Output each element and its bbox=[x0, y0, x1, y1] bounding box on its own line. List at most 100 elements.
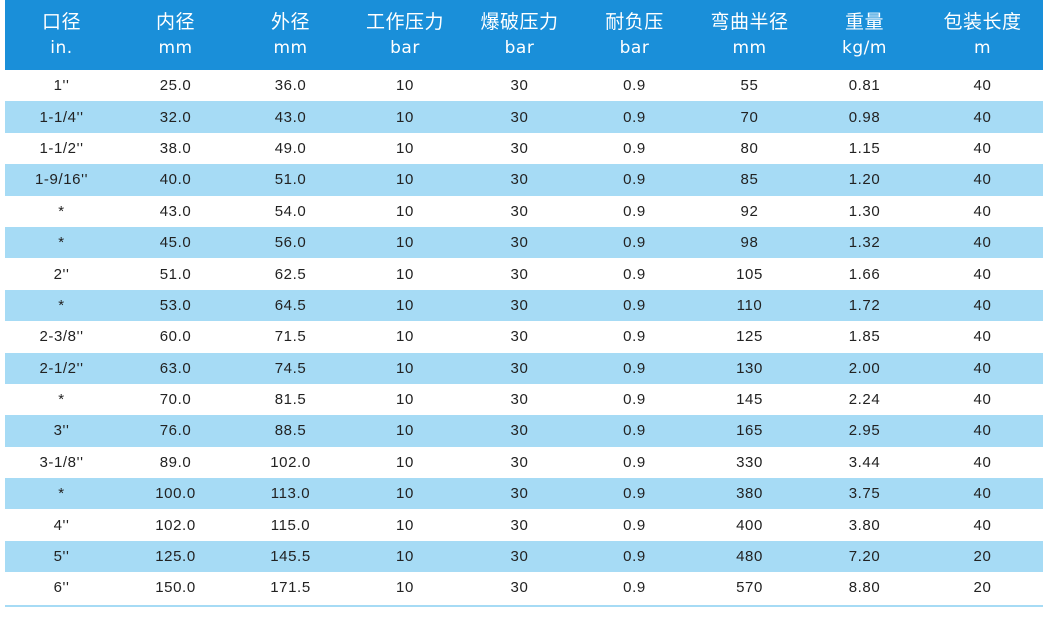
table-cell: 30 bbox=[510, 139, 529, 157]
table-cell: 165 bbox=[736, 422, 763, 440]
table-cell: 1.15 bbox=[848, 139, 881, 157]
table-cell: 40 bbox=[973, 328, 992, 346]
table-cell: 105 bbox=[736, 265, 763, 283]
table-cell: 10 bbox=[396, 422, 414, 440]
table-cell: 64.5 bbox=[274, 296, 307, 314]
table-cell: 30 bbox=[510, 422, 529, 440]
table-cell: 4'' bbox=[53, 516, 70, 534]
header-label: 爆破压力 bbox=[480, 11, 559, 33]
table-cell: 2.24 bbox=[848, 391, 881, 409]
header-label: 外径 bbox=[270, 11, 310, 33]
table-body: 1'' 25.0 36.0 10 30 0.9 55 0.81 40 1-1/4'' 32.0 43.… bbox=[5, 70, 1043, 604]
table-row: 2-1/2'' 63.0 74.5 10 30 0.9 130 2.00 40 bbox=[5, 352, 1043, 384]
header-vacuum: 耐负压 bar bbox=[577, 0, 692, 70]
table-cell: 0.9 bbox=[623, 234, 646, 252]
table-cell: 55 bbox=[740, 77, 759, 95]
table-cell: 0.9 bbox=[623, 296, 646, 314]
header-outer-diameter: 外径 mm bbox=[233, 0, 348, 70]
table-cell: 20 bbox=[973, 548, 992, 566]
table-cell: 115.0 bbox=[270, 516, 311, 534]
table-cell: 1.66 bbox=[848, 265, 881, 283]
table-cell: 30 bbox=[510, 171, 529, 189]
table-cell: 30 bbox=[510, 453, 529, 471]
table-row: * 100.0 113.0 10 30 0.9 380 3.75 40 bbox=[5, 478, 1043, 510]
table-cell: 1.30 bbox=[848, 202, 881, 220]
table-cell: 125 bbox=[736, 328, 763, 346]
table-cell: 10 bbox=[396, 548, 414, 566]
table-cell: 0.9 bbox=[623, 485, 646, 503]
table-cell: 40 bbox=[973, 359, 992, 377]
table-row: * 70.0 81.5 10 30 0.9 145 2.24 40 bbox=[5, 383, 1043, 416]
table-cell: 40 bbox=[973, 171, 992, 189]
table-cell: 1'' bbox=[53, 77, 70, 95]
table-cell: 62.5 bbox=[274, 265, 307, 283]
header-weight: 重量 kg/m bbox=[807, 0, 922, 70]
header-unit: kg/m bbox=[842, 38, 887, 58]
table-cell: 10 bbox=[396, 202, 414, 220]
table-cell: 30 bbox=[510, 265, 529, 283]
table-cell: 130 bbox=[736, 359, 763, 377]
table-cell: 40.0 bbox=[159, 171, 192, 189]
table-cell: 10 bbox=[396, 391, 414, 409]
header-label: 耐负压 bbox=[605, 11, 664, 33]
header-bend-radius: 弯曲半径 mm bbox=[692, 0, 807, 70]
table-cell: 1.32 bbox=[848, 234, 881, 252]
table-cell: 40 bbox=[973, 77, 992, 95]
table-cell: 30 bbox=[510, 328, 529, 346]
table-cell: 70 bbox=[740, 108, 759, 126]
table-cell: 76.0 bbox=[159, 422, 192, 440]
header-unit: mm bbox=[273, 38, 308, 58]
table-cell: 40 bbox=[973, 422, 992, 440]
table-cell: 6'' bbox=[53, 579, 70, 597]
table-cell: 10 bbox=[396, 485, 414, 503]
table-cell: 0.9 bbox=[623, 328, 646, 346]
table-row: 2'' 51.0 62.5 10 30 0.9 105 1.66 40 bbox=[5, 258, 1043, 290]
table-cell: 0.81 bbox=[848, 77, 881, 95]
table-cell: 7.20 bbox=[848, 548, 881, 566]
header-unit: bar bbox=[619, 38, 650, 58]
table-row: 1-1/4'' 32.0 43.0 10 30 0.9 70 0.98 40 bbox=[5, 101, 1043, 133]
header-working-pressure: 工作压力 bar bbox=[348, 0, 462, 70]
table-cell: 2-1/2'' bbox=[39, 359, 84, 377]
table-cell: 171.5 bbox=[270, 579, 311, 597]
table-row: 6'' 150.0 171.5 10 30 0.9 570 8.80 20 bbox=[5, 572, 1043, 604]
table-cell: 60.0 bbox=[159, 328, 192, 346]
table-row: 2-3/8'' 60.0 71.5 10 30 0.9 125 1.85 40 bbox=[5, 321, 1043, 353]
table-cell: 10 bbox=[396, 579, 414, 597]
table-cell: 3.44 bbox=[848, 453, 881, 471]
table-row: * 45.0 56.0 10 30 0.9 98 1.32 40 bbox=[5, 226, 1043, 259]
header-unit: bar bbox=[390, 38, 420, 58]
table-cell: 40 bbox=[973, 139, 992, 157]
table-cell: 30 bbox=[510, 202, 529, 220]
table-row: 1-1/2'' 38.0 49.0 10 30 0.9 80 1.15 40 bbox=[5, 132, 1043, 165]
table-cell: 8.80 bbox=[848, 579, 881, 597]
table-row: 1-9/16'' 40.0 51.0 10 30 0.9 85 1.20 40 bbox=[5, 164, 1043, 196]
table-cell: 0.9 bbox=[623, 171, 646, 189]
table-cell: 3.75 bbox=[848, 485, 881, 503]
table-cell: 102.0 bbox=[270, 453, 311, 471]
table-cell: 89.0 bbox=[159, 453, 192, 471]
table-cell: 480 bbox=[736, 548, 763, 566]
table-cell: 1.85 bbox=[848, 328, 881, 346]
table-cell: 10 bbox=[396, 296, 414, 314]
table-cell: 49.0 bbox=[274, 139, 307, 157]
header-pack-length: 包装长度 m bbox=[922, 0, 1043, 70]
table-cell: 88.5 bbox=[274, 422, 307, 440]
table-cell: 30 bbox=[510, 77, 529, 95]
table-cell: 81.5 bbox=[274, 391, 307, 409]
table-cell: 51.0 bbox=[159, 265, 192, 283]
table-cell: 2.95 bbox=[848, 422, 881, 440]
table-cell: 63.0 bbox=[159, 359, 192, 377]
table-cell: 150.0 bbox=[155, 579, 196, 597]
table-cell: 40 bbox=[973, 202, 992, 220]
table-cell: 40 bbox=[973, 516, 992, 534]
table-cell: 10 bbox=[396, 516, 414, 534]
header-bore: 口径 in. bbox=[5, 0, 118, 70]
header-inner-diameter: 内径 mm bbox=[118, 0, 233, 70]
table-cell: 1-1/4'' bbox=[39, 108, 84, 126]
table-cell: 30 bbox=[510, 579, 529, 597]
table-cell: 30 bbox=[510, 548, 529, 566]
table-cell: 40 bbox=[973, 296, 992, 314]
table-cell: 80 bbox=[740, 139, 759, 157]
table-cell: * bbox=[58, 296, 65, 314]
